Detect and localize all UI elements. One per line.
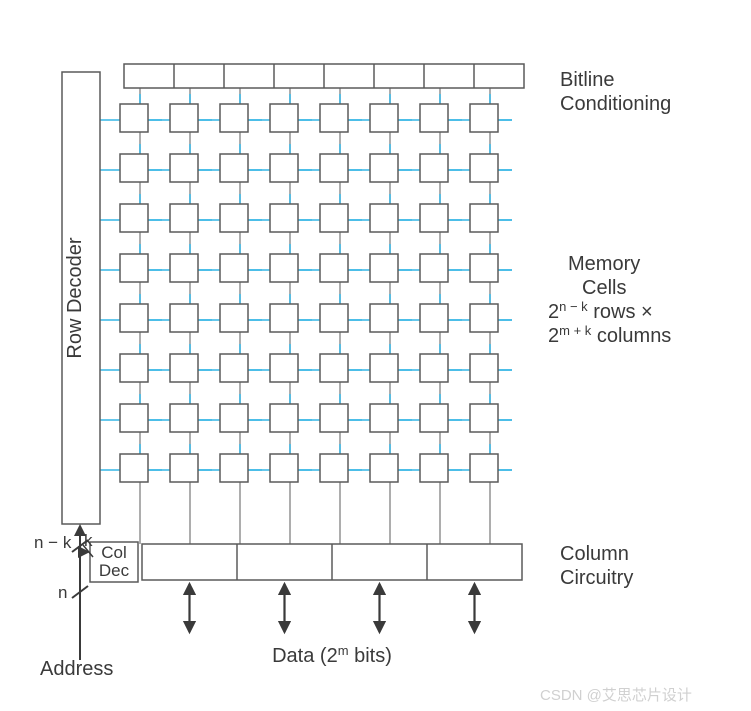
memory-cell: [370, 304, 398, 332]
memory-cell: [220, 354, 248, 382]
row-decoder-label: Row Decoder: [64, 237, 86, 359]
memory-cell: [370, 254, 398, 282]
memory-cell: [370, 454, 398, 482]
memory-cell: [320, 204, 348, 232]
memory-cell: [470, 254, 498, 282]
memory-label: Memory: [568, 253, 640, 275]
memory-cell: [170, 304, 198, 332]
memory-cell: [170, 404, 198, 432]
memory-cell: [170, 104, 198, 132]
memory-cell: [370, 104, 398, 132]
memory-cell: [470, 104, 498, 132]
memory-cell: [420, 204, 448, 232]
memory-cell: [170, 154, 198, 182]
memory-cell: [420, 254, 448, 282]
memory-cell: [270, 304, 298, 332]
memory-cell: [220, 204, 248, 232]
memory-array-diagram: Row Decoder ColDec n − k k n Address Data (2m …: [0, 0, 751, 711]
memory-cell: [370, 354, 398, 382]
memory-cell: [120, 404, 148, 432]
memory-cell: [120, 304, 148, 332]
n-minus-k-label: n − k: [34, 533, 72, 552]
memory-cell: [420, 354, 448, 382]
memory-cell: [420, 104, 448, 132]
memory-cell: [420, 404, 448, 432]
memory-cell: [120, 254, 148, 282]
col-label: Col: [101, 543, 127, 562]
cols-expr: 2m + k columns: [548, 323, 671, 348]
bitline-label: Bitline: [560, 69, 614, 91]
data-label: Data (2m bits): [272, 643, 392, 668]
dec-label: Dec: [99, 561, 130, 580]
memory-cell: [270, 104, 298, 132]
memory-cell: [470, 204, 498, 232]
memory-cell: [120, 204, 148, 232]
memory-cell: [120, 104, 148, 132]
memory-cell: [120, 454, 148, 482]
memory-cell: [320, 254, 348, 282]
k-label: k: [84, 531, 93, 550]
rows-expr: 2n − k rows ×: [548, 299, 653, 324]
memory-cell: [170, 254, 198, 282]
memory-cell: [220, 154, 248, 182]
memory-cell: [270, 204, 298, 232]
memory-cell: [270, 454, 298, 482]
memory-cell: [470, 304, 498, 332]
memory-cell: [470, 154, 498, 182]
memory-cell: [270, 354, 298, 382]
memory-cell: [470, 454, 498, 482]
address-label: Address: [40, 658, 113, 680]
memory-cell: [220, 404, 248, 432]
memory-cell: [420, 304, 448, 332]
memory-cell: [470, 354, 498, 382]
memory-cell: [420, 154, 448, 182]
memory-cell: [270, 254, 298, 282]
memory-cell: [270, 404, 298, 432]
memory-cell: [170, 204, 198, 232]
cells-label: Cells: [582, 277, 626, 299]
memory-cell: [170, 354, 198, 382]
column-label: Column: [560, 543, 629, 565]
conditioning-label: Conditioning: [560, 93, 671, 115]
memory-cell: [220, 254, 248, 282]
memory-cell: [220, 454, 248, 482]
watermark: CSDN @艾思芯片设计: [540, 687, 692, 704]
memory-cell: [220, 104, 248, 132]
memory-cell: [120, 354, 148, 382]
memory-cell: [170, 454, 198, 482]
memory-cell: [270, 154, 298, 182]
memory-cell: [320, 104, 348, 132]
n-label: n: [58, 583, 67, 602]
memory-cell: [420, 454, 448, 482]
circuitry-label: Circuitry: [560, 567, 633, 589]
memory-cell: [320, 354, 348, 382]
memory-cell: [370, 204, 398, 232]
memory-cell: [370, 154, 398, 182]
memory-cell: [320, 154, 348, 182]
memory-cell: [370, 404, 398, 432]
memory-cell: [120, 154, 148, 182]
memory-cell: [320, 304, 348, 332]
memory-cell: [470, 404, 498, 432]
memory-cell: [320, 454, 348, 482]
memory-cell: [320, 404, 348, 432]
memory-cell: [220, 304, 248, 332]
